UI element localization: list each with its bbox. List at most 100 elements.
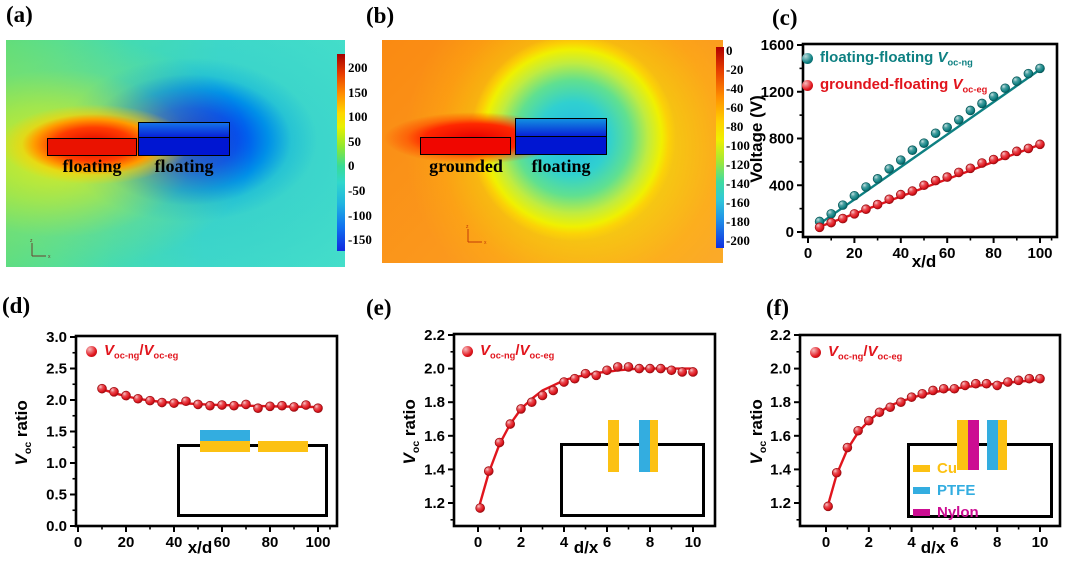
data-point [483,466,494,476]
y-tick-label: 2.0 [46,392,67,409]
x-axis-label: d/x [920,538,946,557]
y-tick-label: 0.5 [46,487,67,504]
panel-label-d: (d) [2,293,31,318]
y-tick-label: 1.4 [424,461,446,478]
data-point [842,442,853,453]
data-point [849,209,860,219]
right-electrode-label: floating [531,156,591,176]
data-point [853,425,863,436]
x-tick-label: 8 [993,534,1001,551]
y-tick-label: 2.0 [770,361,791,378]
data-point [1035,373,1045,384]
x-tick-label: 40 [892,245,909,262]
fit-line-0 [826,378,1042,506]
colorbar-b-tick: -40 [726,81,744,96]
data-point [277,400,287,411]
data-point [831,467,842,478]
axes-frame [452,332,717,528]
y-tick-label: 1.2 [770,495,791,512]
data-point [1035,63,1045,74]
x-tick-label: 4 [907,534,916,551]
colorbar-a-tick: 50 [348,133,361,149]
y-axis-label: Voc ratio [12,400,34,466]
data-point [981,378,992,389]
colorbar-a-tick: 150 [348,84,368,100]
data-point [241,399,251,410]
data-point [823,501,833,512]
x-tick-label: 0 [804,245,812,262]
data-point [217,400,227,410]
data-point [814,222,825,233]
data-point [145,395,155,406]
colorbar-b-tick: -80 [726,119,744,134]
data-point [193,399,203,410]
x-tick-label: 20 [118,534,135,551]
colorbar-a-tick: -50 [348,183,366,198]
axis-glyph-x: x [48,254,51,260]
x-tick-label: 100 [305,534,330,551]
chart-voc-ratio-vs-xd: 0 20 40 60 80 100 0.0 0.5 1.0 1.5 2.0 2.5 3.0 Voc-ng/… [0,285,360,563]
y-tick-label: 1600 [761,37,794,54]
data-point [942,172,953,182]
axes-frame [74,334,339,528]
data-point [301,400,311,410]
panel-label-f: (f) [766,295,789,320]
x-tick-label: 0 [74,534,82,551]
data-point [289,402,299,412]
y-tick-label: 0.0 [46,518,67,535]
legend-marker-dot [86,345,97,357]
panel-label-c: (c) [772,5,798,30]
left-electrode-label: grounded [429,156,503,176]
x-tick-label: 4 [560,534,569,551]
colorbar-gradient-a [337,54,345,251]
x-tick-label: 6 [603,534,611,551]
data-point [885,402,896,413]
legend-entry-0: Voc-ng/Voc-eg [810,343,902,361]
data-point [1013,375,1024,386]
legend-marker-dot [810,346,821,358]
data-point [548,385,559,396]
y-tick-label: 1.6 [770,428,791,445]
data-point [988,91,999,102]
data-point [109,387,119,397]
x-tick-label: 0 [822,534,830,551]
panel-label-e: (e) [366,295,392,320]
axes-frame [801,42,1059,239]
data-point [1023,68,1034,79]
left-electrode-rect [47,138,137,156]
colorbar-a-tick: 0 [348,158,355,174]
y-tick-label: 800 [769,131,794,148]
data-point [1024,373,1035,384]
data-point [121,390,131,401]
axis-glyph-z: z [30,238,33,244]
colorbar-b-tick: -180 [726,214,750,229]
data-point [133,393,143,404]
y-tick-label: 2.2 [424,327,445,344]
data-point [313,403,323,413]
axis-glyph-x: x [484,240,487,246]
data-point [928,385,938,396]
data-point [645,363,655,374]
right-electrode-dielectric-rect [138,122,230,138]
data-point [930,128,941,139]
chart-f-plot: 0 2 4 6 8 10 1.2 1.4 1.6 1.8 2.0 2.2 [770,327,1062,551]
y-tick-label: 2.5 [46,361,67,378]
colorbar-a-tick: -100 [348,207,372,223]
data-point [253,403,263,413]
panel-label-a: (a) [6,2,33,27]
legend-label: grounded-floating Voc-eg [820,76,988,95]
x-axis-label: x/d [911,252,937,271]
data-point [688,367,698,377]
data-point [97,383,107,394]
data-point [1011,76,1022,87]
data-point [896,189,906,200]
y-tick-label: 400 [769,177,794,194]
data-point [655,363,666,374]
colorbar-ticks-b: 0 -20 -40 -60 -80 -100 -120 -140 -160 -180 -200 [726,0,762,285]
data-point [992,380,1003,391]
data-point [569,373,580,384]
y-tick-label: 1.0 [46,455,67,472]
colorbar-gradient-b [716,47,724,248]
legend-marker-dot [802,52,813,64]
